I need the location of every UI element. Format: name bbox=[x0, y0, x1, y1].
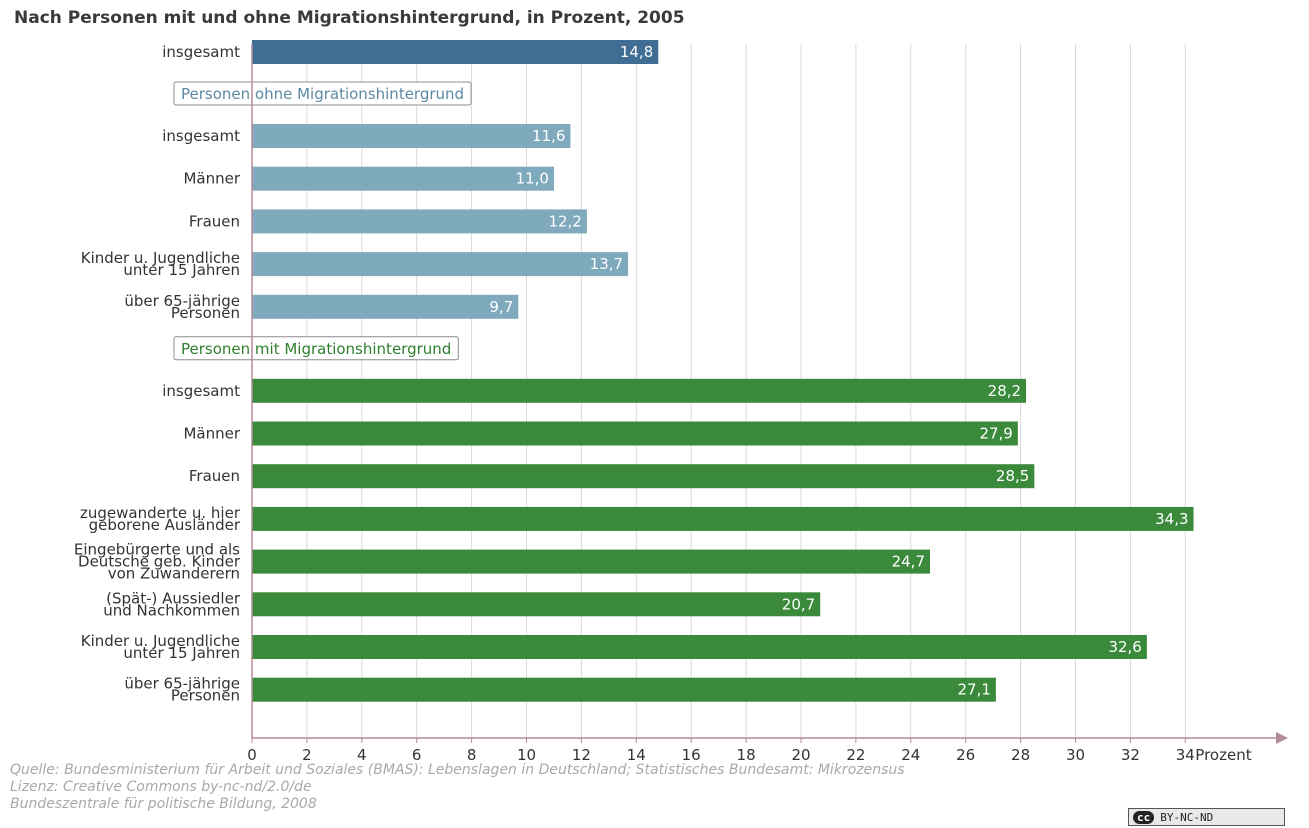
category-label: (Spät-) Aussiedler bbox=[106, 589, 241, 607]
category-label: Deutsche geb. Kinder bbox=[78, 553, 241, 571]
bar bbox=[252, 378, 1027, 403]
x-tick-label: 2 bbox=[302, 746, 312, 760]
category-label: unter 15 Jahren bbox=[123, 644, 240, 662]
bar bbox=[252, 124, 571, 148]
bar-chart: 14,8 insgesamt Personen ohne Migrationshin… bbox=[74, 40, 1288, 760]
category-label: geborene Ausländer bbox=[89, 516, 241, 534]
bar bbox=[252, 549, 931, 574]
x-tick-label: 6 bbox=[412, 746, 422, 760]
data-label: 9,7 bbox=[489, 298, 513, 316]
category-label: Männer bbox=[183, 425, 240, 443]
x-tick-label: 20 bbox=[791, 746, 810, 760]
bar bbox=[252, 421, 1018, 446]
cc-license-badge[interactable]: cc BY-NC-ND bbox=[1128, 808, 1285, 826]
bar bbox=[252, 677, 996, 702]
category-label: über 65-jährige bbox=[124, 675, 240, 693]
data-label: 28,5 bbox=[996, 467, 1029, 485]
bar bbox=[252, 592, 821, 617]
data-label: 27,9 bbox=[979, 425, 1012, 443]
data-label: 28,2 bbox=[988, 382, 1021, 400]
x-tick-label: 28 bbox=[1011, 746, 1030, 760]
x-tick-label: 30 bbox=[1066, 746, 1085, 760]
category-label: Frauen bbox=[189, 467, 240, 485]
cc-badge-text: BY-NC-ND bbox=[1160, 810, 1214, 824]
bar bbox=[252, 209, 587, 234]
bar bbox=[252, 464, 1035, 489]
category-label: Männer bbox=[183, 170, 240, 188]
bar bbox=[252, 40, 659, 64]
x-tick-label: 32 bbox=[1121, 746, 1140, 760]
x-tick-label: 26 bbox=[956, 746, 975, 760]
data-label: 24,7 bbox=[892, 553, 925, 571]
data-label: 14,8 bbox=[620, 43, 653, 61]
category-label: von Zuwanderern bbox=[108, 565, 240, 583]
bar bbox=[252, 294, 519, 319]
data-label: 11,0 bbox=[516, 170, 549, 188]
category-label: Personen bbox=[171, 304, 240, 322]
category-label: über 65-jährige bbox=[124, 292, 240, 310]
bar bbox=[252, 635, 1147, 659]
data-label: 13,7 bbox=[590, 255, 623, 273]
x-tick-label: 22 bbox=[846, 746, 865, 760]
category-label: Personen bbox=[171, 687, 240, 705]
data-label: 34,3 bbox=[1155, 510, 1188, 528]
cc-icon: cc bbox=[1133, 810, 1155, 824]
data-label: 12,2 bbox=[548, 212, 581, 230]
x-tick-label: 8 bbox=[467, 746, 477, 760]
x-tick-label: 14 bbox=[627, 746, 646, 760]
x-tick-label: 10 bbox=[517, 746, 536, 760]
x-axis-label: Prozent bbox=[1195, 746, 1251, 760]
category-label: insgesamt bbox=[162, 127, 240, 145]
category-label: insgesamt bbox=[162, 382, 240, 400]
group-header-box bbox=[173, 336, 459, 361]
chart-title: Nach Personen mit und ohne Migrationshin… bbox=[14, 8, 685, 28]
data-label: 11,6 bbox=[532, 127, 565, 145]
category-label: unter 15 Jahren bbox=[123, 261, 240, 279]
group-header-box bbox=[173, 81, 472, 106]
x-tick-label: 18 bbox=[737, 746, 756, 760]
bar bbox=[252, 506, 1194, 531]
chart-footer: Quelle: Bundesministerium für Arbeit und… bbox=[10, 762, 905, 813]
data-label: 32,6 bbox=[1108, 638, 1141, 656]
group-header-label: Personen ohne Migrationshintergrund bbox=[181, 85, 464, 103]
category-label: zugewanderte u. hier bbox=[80, 504, 241, 522]
category-label: Eingebürgerte und als bbox=[74, 541, 240, 559]
x-axis-arrow-icon bbox=[1276, 732, 1288, 744]
bar bbox=[252, 252, 629, 277]
x-tick-label: 24 bbox=[901, 746, 920, 760]
x-tick-label: 4 bbox=[357, 746, 367, 760]
category-label: Frauen bbox=[189, 212, 240, 230]
license-note: Lizenz: Creative Commons by-nc-nd/2.0/de bbox=[10, 779, 312, 795]
category-label: insgesamt bbox=[162, 43, 240, 61]
x-tick-label: 34 bbox=[1176, 746, 1195, 760]
category-label: Kinder u. Jugendliche bbox=[81, 632, 240, 650]
data-label: 20,7 bbox=[782, 595, 815, 613]
category-label: Kinder u. Jugendliche bbox=[81, 249, 240, 267]
source-note: Quelle: Bundesministerium für Arbeit und… bbox=[10, 762, 905, 778]
data-label: 27,1 bbox=[957, 681, 990, 699]
x-tick-label: 12 bbox=[572, 746, 591, 760]
x-tick-label: 16 bbox=[682, 746, 701, 760]
category-label: und Nachkommen bbox=[103, 601, 240, 619]
group-header-label: Personen mit Migrationshintergrund bbox=[181, 340, 451, 358]
publisher-note: Bundeszentrale für politische Bildung, 2… bbox=[10, 796, 317, 812]
bar bbox=[252, 166, 554, 191]
x-tick-label: 0 bbox=[247, 746, 257, 760]
